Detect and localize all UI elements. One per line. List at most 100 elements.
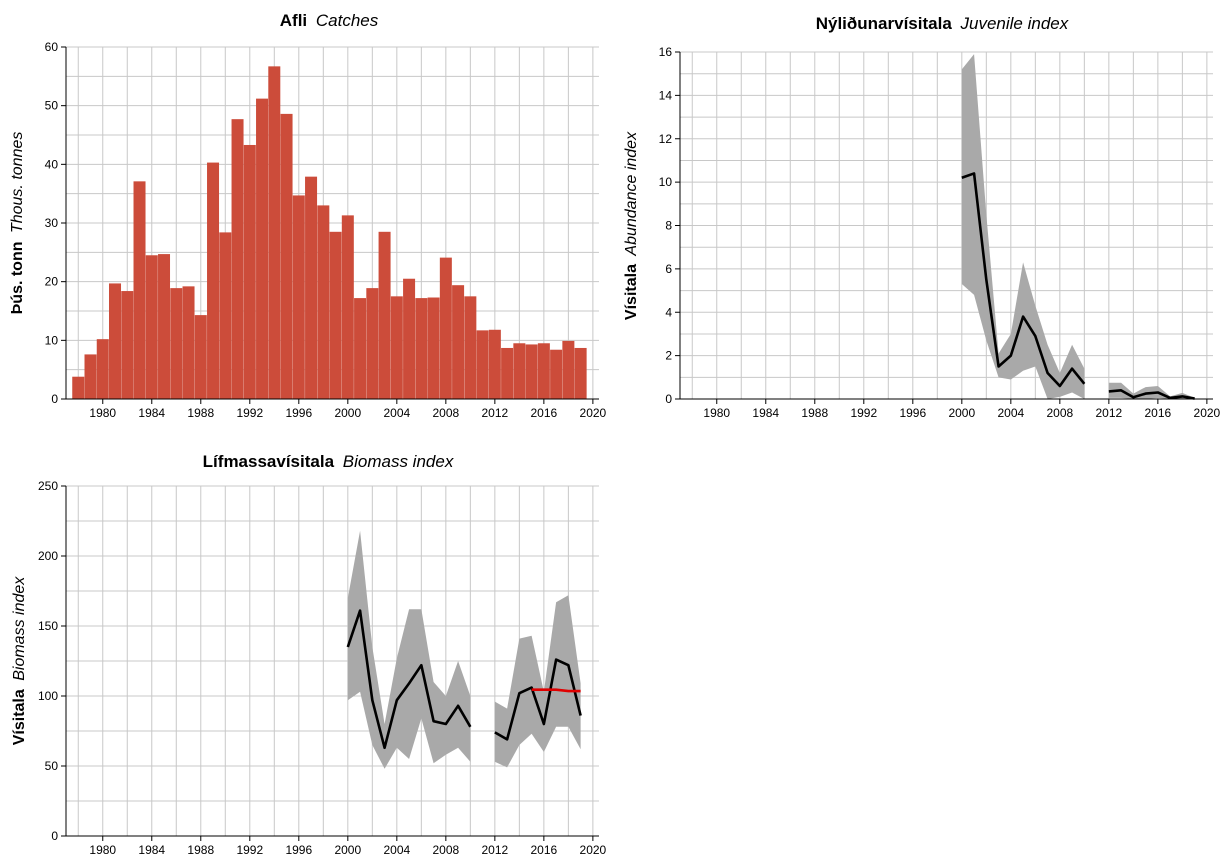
bar-2015 [525,344,538,399]
x-tick-label: 2012 [1095,406,1122,420]
bar-1979 [84,354,97,399]
bar-1983 [133,181,146,399]
bar-1990 [219,232,232,399]
bar-2005 [403,278,416,399]
confidence-band-1 [961,54,1085,399]
bar-2017 [550,349,563,399]
reference-line [531,688,581,693]
series [961,54,1195,400]
x-tick-label: 2016 [531,843,558,857]
index-line-2 [1108,389,1195,400]
ylabel-main: Vísitala [11,689,28,745]
bar-2019 [574,347,587,399]
bar-1978 [72,376,85,399]
x-tick-label: 1988 [187,406,214,420]
x-tick-label: 2020 [580,406,607,420]
y-tick-label: 12 [659,132,673,146]
bars [72,66,587,400]
bar-1997 [305,176,318,399]
bar-2012 [488,329,501,399]
bar-2014 [513,343,526,399]
y-tick-label: 30 [45,216,59,230]
bar-2003 [378,231,391,399]
x-tick-label: 1988 [187,843,214,857]
x-tick-label: 2004 [383,843,410,857]
biomass-y-axis-label: Vísitala Biomass index [11,576,28,746]
catches-chart-title: Afli Catches [280,11,379,30]
y-tick-label: 150 [38,619,58,633]
bar-2010 [464,296,477,399]
bar-1989 [207,162,220,399]
y-tick-label: 10 [659,175,673,189]
y-tick-label: 50 [45,759,59,773]
x-tick-label: 1980 [703,406,730,420]
y-tick-label: 200 [38,549,58,563]
x-tick-label: 1996 [899,406,926,420]
y-tick-label: 16 [659,45,673,59]
bar-1988 [194,315,207,399]
bar-2007 [427,297,440,399]
axes: 1980 1984 1988 1992 1996 2000 2004 2008 2012 2016… [659,45,1221,420]
x-tick-label: 2020 [580,843,607,857]
bar-1987 [182,286,195,399]
ylabel-main: Þús. tonn [9,241,26,314]
x-tick-label: 1992 [236,843,263,857]
bar-1999 [329,231,342,399]
x-tick-label: 2016 [531,406,558,420]
confidence-band-1 [347,530,471,769]
y-tick-label: 0 [51,829,58,843]
y-tick-label: 10 [45,333,59,347]
title-main: Nýliðunarvísitala [816,14,953,33]
y-tick-label: 20 [45,275,59,289]
bar-1995 [280,113,293,399]
bar-2002 [366,288,379,399]
ylabel-italic: Abundance index [623,131,640,257]
bar-1984 [145,255,158,399]
y-tick-label: 6 [665,262,672,276]
bar-1986 [170,288,183,399]
ylabel-italic: Biomass index [11,576,28,681]
bar-2004 [390,296,403,399]
x-tick-label: 2000 [334,843,361,857]
confidence-band-2 [494,595,581,768]
x-tick-label: 2000 [948,406,975,420]
title-italic: Biomass index [343,452,454,471]
bar-1981 [109,283,122,399]
y-tick-label: 4 [665,305,672,319]
index-line-1 [961,172,1086,388]
title-italic: Juvenile index [960,14,1069,33]
x-tick-label: 2008 [432,406,459,420]
juvenile-index-chart: Nýliðunarvísitala Juvenile index Vísital… [623,14,1221,420]
y-tick-label: 50 [45,99,59,113]
bar-2001 [354,298,367,399]
title-italic: Catches [316,11,379,30]
y-tick-label: 60 [45,40,59,54]
x-tick-label: 2012 [481,406,508,420]
x-tick-label: 1996 [285,406,312,420]
x-tick-label: 2016 [1145,406,1172,420]
bar-1985 [158,254,171,399]
x-tick-label: 2004 [997,406,1024,420]
catches-chart: Afli Catches Þús. tonn Thous. tonnes 198… [9,11,607,420]
bar-1993 [256,98,269,400]
bar-1980 [96,339,109,399]
bar-1991 [231,119,244,399]
y-tick-label: 0 [665,392,672,406]
series [346,530,582,769]
x-tick-label: 1992 [850,406,877,420]
title-main: Lífmassavísitala [203,452,335,471]
catches-y-axis-label: Þús. tonn Thous. tonnes [9,132,26,315]
bar-2018 [562,340,575,399]
bar-1982 [121,291,134,399]
index-line-1 [346,609,472,750]
bar-2006 [415,298,428,399]
ylabel-italic: Thous. tonnes [9,132,26,233]
x-tick-label: 1992 [236,406,263,420]
y-tick-label: 40 [45,157,59,171]
x-tick-label: 1980 [89,406,116,420]
axes: 1980 1984 1988 1992 1996 2000 2004 2008 2012 2016… [38,479,607,857]
bar-2016 [537,343,550,399]
x-tick-label: 1984 [138,406,165,420]
bar-2011 [476,330,489,399]
